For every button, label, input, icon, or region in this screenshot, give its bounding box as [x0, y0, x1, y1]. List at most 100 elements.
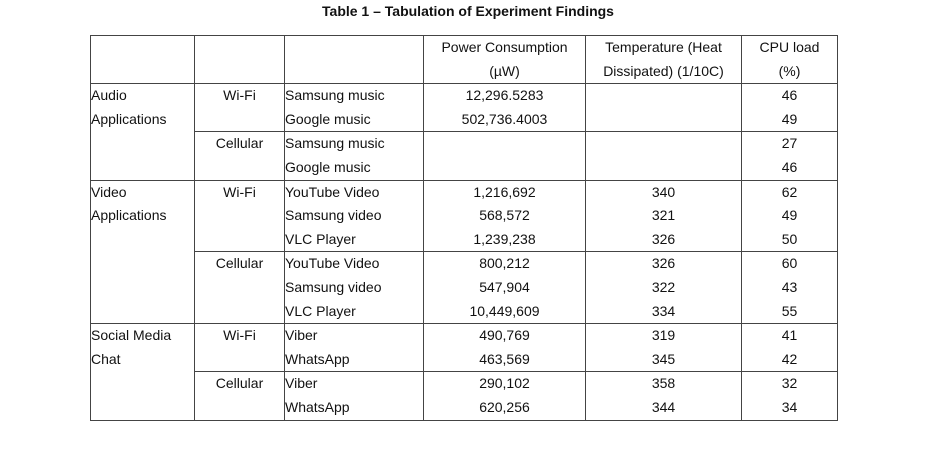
table-row: Audio Applications Wi-Fi Samsung music Googl… — [90, 83, 838, 181]
header-cell-empty — [284, 34, 424, 85]
connection-label: Cellular — [215, 375, 264, 392]
power-value: 463,569 — [479, 350, 530, 367]
power-value: 620,256 — [479, 398, 530, 415]
app-cell: YouTube Video Samsung video VLC Player — [284, 179, 424, 253]
power-value: 547,904 — [479, 278, 530, 295]
app-name: Samsung music — [285, 135, 385, 152]
cpu-cell: 62 49 50 — [741, 179, 838, 253]
header-cell-empty — [90, 34, 195, 85]
power-value: 502,736.4003 — [461, 110, 548, 127]
table-row: Video Applications Wi-Fi YouTube Video Samsu… — [90, 179, 838, 325]
power-value: 12,296.5283 — [465, 87, 544, 104]
table-title: Table 1 – Tabulation of Experiment Findi… — [322, 3, 614, 19]
header-power-line: Power Consumption — [441, 39, 568, 55]
power-value: 10,449,609 — [469, 302, 540, 319]
app-name: Google music — [285, 158, 371, 175]
power-cell: 1,216,692 568,572 1,239,238 — [423, 179, 586, 253]
temperature-cell: 340 321 326 — [585, 179, 742, 253]
category-label: Audio — [91, 87, 127, 104]
temperature-value — [586, 108, 741, 132]
cpu-cell: 60 43 55 — [741, 251, 838, 325]
table-row: Cellular YouTube Video Samsung video VLC Pl… — [91, 251, 838, 325]
header-temperature-line: Temperature (Heat — [605, 39, 722, 55]
cpu-value: 49 — [781, 110, 798, 127]
temperature-value — [586, 132, 741, 156]
app-name: WhatsApp — [285, 350, 350, 367]
temperature-cell: 326 322 334 — [585, 251, 742, 325]
power-cell — [423, 131, 586, 181]
app-cell: Samsung music Google music — [284, 83, 424, 133]
cpu-value: 42 — [781, 350, 798, 367]
header-temperature: Temperature (Heat Dissipated) (1/10C) — [585, 34, 742, 85]
category-cell: Social Media Chat — [90, 323, 195, 421]
app-cell: Samsung music Google music — [284, 131, 424, 181]
table-row: Cellular Viber WhatsApp 290,102 620,256 358 34… — [91, 371, 838, 421]
category-label: Video — [91, 183, 127, 200]
temperature-cell — [585, 83, 742, 133]
header-cpu-line: CPU load — [759, 39, 820, 55]
app-name: Google music — [285, 110, 371, 127]
cpu-value: 34 — [781, 398, 798, 415]
cpu-value: 46 — [781, 87, 798, 104]
app-name: Samsung music — [285, 87, 385, 104]
power-value: 568,572 — [479, 207, 530, 224]
connection-cell: Wi-Fi — [194, 179, 285, 253]
power-value: 1,216,692 — [473, 183, 536, 200]
cpu-cell: 41 42 — [741, 323, 838, 373]
power-cell: 490,769 463,569 — [423, 323, 586, 373]
header-temperature-unit: Dissipated) (1/10C) — [603, 62, 724, 79]
connection-cell: Cellular — [194, 251, 285, 325]
connection-label: Cellular — [215, 255, 264, 272]
power-value — [424, 156, 585, 180]
power-cell: 290,102 620,256 — [423, 371, 586, 421]
table-body: Power Consumption (µW) Temperature (Heat… — [90, 34, 838, 421]
app-name: VLC Player — [285, 230, 356, 247]
connection-label: Cellular — [215, 135, 264, 152]
temperature-value: 321 — [651, 207, 676, 224]
power-value: 490,769 — [479, 327, 530, 344]
app-cell: YouTube Video Samsung video VLC Player — [284, 251, 424, 325]
app-cell: Viber WhatsApp — [284, 371, 424, 421]
app-name: Samsung video — [285, 278, 382, 295]
header-power: Power Consumption (µW) — [423, 34, 586, 85]
temperature-cell: 358 344 — [585, 371, 742, 421]
power-value: 1,239,238 — [473, 230, 536, 247]
category-cell: Audio Applications — [90, 83, 195, 181]
temperature-value: 326 — [651, 255, 676, 272]
cpu-value: 41 — [781, 327, 798, 344]
connection-cell: Cellular — [194, 371, 285, 421]
findings-table: Power Consumption (µW) Temperature (Heat… — [90, 34, 838, 421]
cpu-value: 43 — [781, 278, 798, 295]
category-label: Chat — [91, 350, 121, 367]
app-name: Viber — [285, 375, 318, 392]
temperature-value: 322 — [651, 278, 676, 295]
temperature-value: 358 — [651, 375, 676, 392]
power-cell: 800,212 547,904 10,449,609 — [423, 251, 586, 325]
temperature-value: 344 — [651, 398, 676, 415]
power-value: 800,212 — [479, 255, 530, 272]
table-row: Cellular Samsung music Google music 27 46 — [91, 131, 838, 181]
category-cell: Video Applications — [90, 179, 195, 325]
app-name: YouTube Video — [285, 255, 380, 272]
cpu-value: 32 — [781, 375, 798, 392]
connection-label: Wi-Fi — [223, 183, 256, 200]
connection-label: Wi-Fi — [223, 87, 256, 104]
temperature-value: 319 — [651, 327, 676, 344]
power-value — [424, 132, 585, 156]
cpu-cell: 27 46 — [741, 131, 838, 181]
cpu-cell: 32 34 — [741, 371, 838, 421]
app-name: Viber — [285, 327, 318, 344]
app-cell: Viber WhatsApp — [284, 323, 424, 373]
temperature-value — [586, 156, 741, 180]
app-name: VLC Player — [285, 302, 356, 319]
connection-cell: Cellular — [194, 131, 285, 181]
cpu-value: 46 — [781, 158, 798, 175]
header-power-unit: (µW) — [489, 62, 520, 79]
cpu-value: 50 — [781, 230, 798, 247]
app-name: WhatsApp — [285, 398, 350, 415]
table-row: Social Media Chat Wi-Fi Viber WhatsApp 490,76… — [90, 323, 838, 421]
header-cpu-unit: (%) — [778, 62, 801, 79]
temperature-value: 326 — [651, 230, 676, 247]
app-name: YouTube Video — [285, 183, 380, 200]
temperature-value — [586, 84, 741, 108]
